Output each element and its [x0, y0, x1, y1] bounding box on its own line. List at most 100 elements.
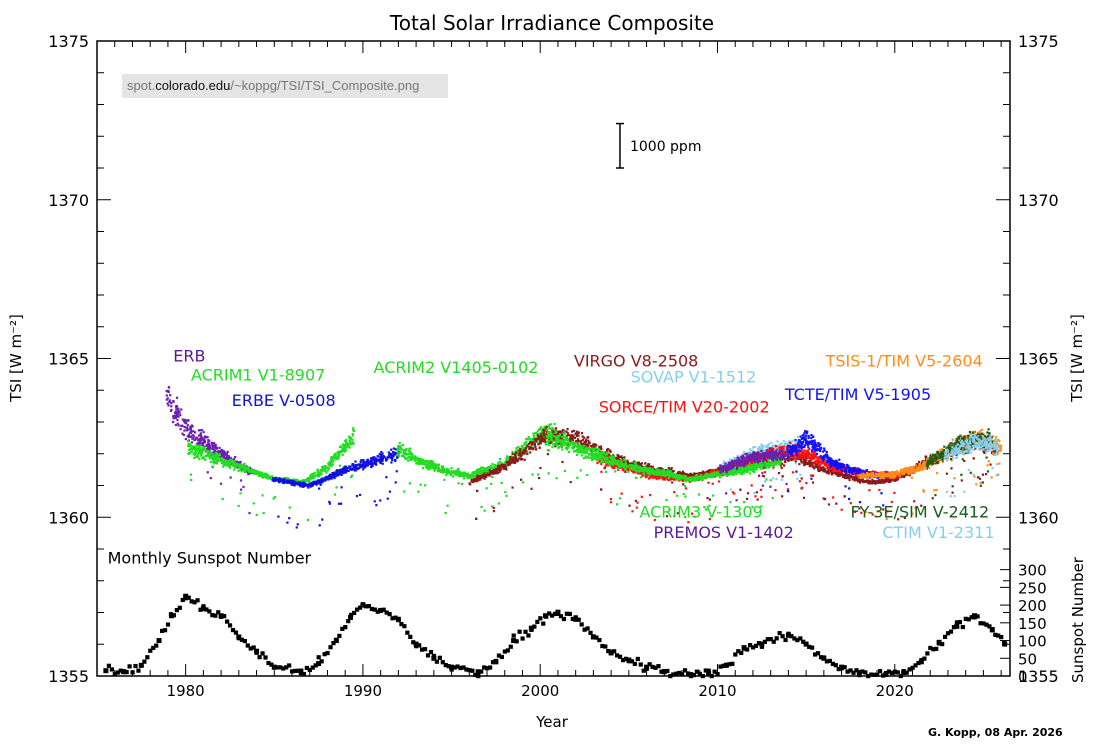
- tsi-point: [442, 465, 445, 468]
- tsi-point: [503, 463, 506, 467]
- tsi-point: [706, 496, 709, 500]
- tsi-point: [208, 450, 212, 453]
- tsi-point: [840, 508, 843, 511]
- tsi-point: [635, 506, 638, 509]
- tsi-point: [811, 457, 814, 460]
- tsi-point: [247, 473, 250, 476]
- tsi-point: [895, 478, 899, 481]
- tsi-point: [189, 431, 192, 434]
- tsi-point: [355, 465, 358, 468]
- tsi-point: [854, 477, 857, 480]
- tsi-point: [424, 465, 428, 469]
- tsi-point: [226, 460, 229, 463]
- tsi-point: [816, 456, 819, 459]
- tsi-point: [803, 463, 806, 467]
- tsi-point: [806, 462, 809, 466]
- tsi-point: [350, 437, 353, 440]
- tsi-point: [897, 518, 900, 521]
- tsi-point: [569, 436, 572, 439]
- tsi-point: [559, 436, 562, 439]
- tsi-point: [345, 466, 348, 469]
- tsi-point: [478, 475, 481, 478]
- series-erbe-v-0508: [271, 447, 400, 529]
- tsi-point: [631, 510, 634, 513]
- tsi-point: [484, 475, 488, 479]
- tsi-point: [198, 448, 202, 451]
- tsi-point: [389, 456, 392, 459]
- tsi-point: [505, 459, 508, 462]
- tsi-point: [446, 471, 449, 474]
- tsi-point: [239, 492, 242, 495]
- tsi-point: [498, 470, 501, 473]
- tsi-point: [198, 446, 201, 449]
- tsi-point: [409, 458, 412, 462]
- tsi-point: [455, 473, 458, 476]
- tsi-point: [187, 419, 190, 422]
- tsi-point: [343, 467, 346, 470]
- tsi-point: [540, 432, 543, 435]
- tsi-point: [567, 433, 570, 437]
- tsi-point: [537, 437, 541, 440]
- tsi-point: [396, 447, 399, 451]
- tsi-point: [396, 456, 399, 459]
- tsi-point: [757, 448, 760, 451]
- tsi-point: [787, 458, 790, 462]
- tsi-point: [355, 495, 359, 498]
- tsi-point: [427, 468, 430, 471]
- tsi-point: [396, 451, 400, 455]
- tsi-point: [431, 460, 434, 464]
- tsi-point: [312, 480, 315, 483]
- tsi-point: [822, 470, 825, 473]
- tsi-point: [683, 473, 687, 476]
- tsi-point: [538, 446, 541, 449]
- tsi-point: [304, 483, 308, 486]
- tsi-point: [557, 430, 560, 433]
- tsi-point: [868, 481, 871, 484]
- tsi-point: [435, 467, 439, 470]
- tsi-point: [618, 455, 622, 459]
- tsi-point: [441, 470, 444, 473]
- tsi-point: [317, 471, 320, 474]
- tsi-point: [347, 469, 350, 473]
- tsi-point: [198, 445, 201, 448]
- tsi-point: [453, 470, 456, 473]
- tsi-point: [215, 456, 218, 459]
- tsi-point: [340, 486, 343, 489]
- tsi-point: [201, 457, 204, 460]
- tsi-point: [265, 472, 268, 476]
- tsi-point: [233, 459, 236, 463]
- tsi-point: [868, 489, 871, 492]
- tsi-point: [433, 466, 436, 469]
- tsi-point: [873, 479, 876, 483]
- tsi-point: [181, 432, 184, 435]
- tsi-point: [374, 462, 377, 465]
- tsi-point: [437, 467, 441, 470]
- tsi-point: [869, 482, 872, 485]
- tsi-point: [865, 479, 868, 483]
- tsi-point: [420, 461, 423, 464]
- tsi-point: [344, 471, 348, 474]
- tsi-point: [369, 461, 373, 465]
- tsi-point: [569, 480, 572, 484]
- tsi-point: [763, 480, 767, 483]
- tsi-point: [685, 473, 688, 476]
- tsi-point: [473, 470, 476, 474]
- tsi-point: [379, 458, 382, 461]
- tsi-point: [545, 437, 548, 440]
- tsi-point: [202, 456, 205, 459]
- tsi-point: [222, 461, 225, 464]
- tsi-point: [204, 449, 207, 452]
- tsi-point: [615, 458, 618, 461]
- tsi-point: [493, 464, 496, 467]
- tsi-point: [204, 458, 207, 461]
- tsi-point: [580, 439, 583, 443]
- tsi-point: [267, 477, 270, 480]
- tsi-point: [303, 484, 306, 487]
- tsi-point: [782, 439, 785, 443]
- tsi-point: [172, 415, 175, 418]
- tsi-point: [515, 451, 518, 455]
- tsi-point: [348, 437, 351, 440]
- tsi-point: [339, 469, 342, 472]
- tsi-point: [479, 468, 482, 471]
- tsi-point: [195, 451, 198, 455]
